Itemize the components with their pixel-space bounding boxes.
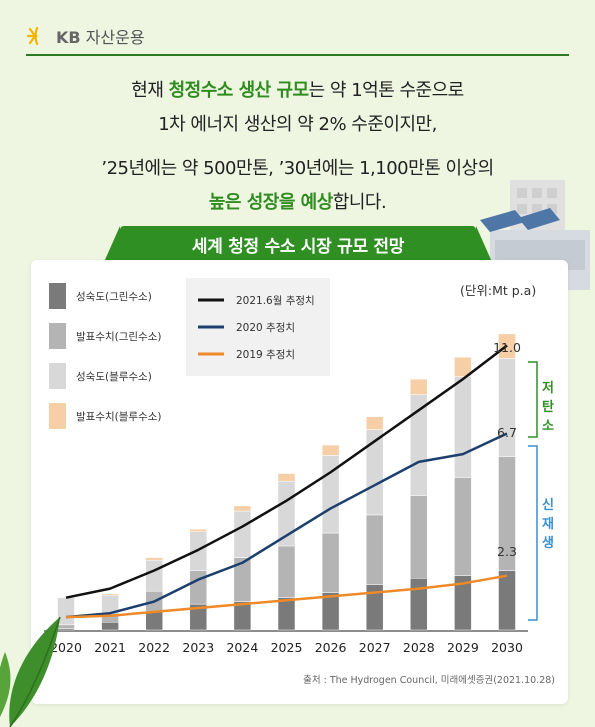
x-tick-label: 2025: [271, 640, 303, 655]
bar-segment: [454, 376, 472, 478]
x-tick-label: 2029: [447, 640, 479, 655]
bar-segment: [410, 378, 428, 395]
bar-segment: [454, 356, 472, 377]
header-divider: [26, 54, 569, 56]
bar-segment: [454, 477, 472, 576]
headline-line-4: 높은 성장을 예상합니다.: [208, 192, 387, 213]
x-tick-label: 2028: [403, 640, 435, 655]
legend-swatch: [49, 403, 66, 429]
brand-name: KB 자산운용: [56, 28, 145, 47]
x-tick-label: 2024: [226, 640, 258, 655]
bar-segment: [410, 495, 428, 579]
headline-line-1: 현재 청정수소 생산 규모는 약 1억톤 수준으로: [131, 80, 464, 101]
data-label: 11.0: [493, 340, 521, 355]
side-label-renewable: 생: [542, 536, 554, 551]
bar-segment: [145, 559, 163, 592]
side-label-low-carbon: 탄: [542, 399, 554, 415]
bar-segment: [189, 528, 208, 532]
legend-label: 성숙도(그린수소): [76, 291, 152, 303]
legend-label: 2020 추정치: [236, 322, 295, 334]
bar-segment: [277, 545, 296, 598]
bar-segment: [410, 578, 428, 631]
legend-label: 발표수치(블루수소): [76, 411, 161, 423]
unit-label: (단위:Mt p.a): [460, 283, 537, 298]
bracket-renewable: [528, 445, 538, 621]
x-tick-label: 2023: [182, 640, 214, 655]
bar-segment: [498, 358, 516, 457]
bar-segment: [101, 621, 119, 631]
star-logo-icon: [26, 26, 39, 46]
bracket-low-carbon: [528, 361, 538, 438]
legend-label: 2019 추정치: [236, 349, 295, 361]
legend-swatch: [49, 363, 66, 389]
x-tick-label: 2022: [138, 640, 170, 655]
series-line: [65, 344, 508, 599]
data-label: 2.3: [497, 544, 517, 559]
side-label-renewable: 재: [542, 517, 554, 532]
bar-segment: [277, 597, 296, 631]
bar-segment: [321, 444, 340, 456]
bar-segment: [321, 532, 340, 593]
bar-segment: [498, 570, 516, 631]
headline: 현재 청정수소 생산 규모는 약 1억톤 수준으로 1차 에너지 생산의 약 2…: [0, 74, 595, 220]
bar-segment: [233, 510, 252, 558]
x-tick-label: 2030: [491, 640, 523, 655]
bar-segment: [189, 570, 208, 605]
legend-swatch: [49, 323, 66, 349]
side-label-low-carbon: 저: [542, 381, 554, 396]
bar-segment: [145, 611, 163, 631]
source-note: 출처 : The Hydrogen Council, 미래에셋증권(2021.1…: [303, 675, 555, 686]
leaf-decoration: [0, 616, 61, 727]
bar-segment: [365, 416, 384, 430]
bar-segment: [233, 505, 252, 512]
bar-segment: [365, 514, 384, 585]
side-label-renewable: 신: [542, 498, 554, 513]
x-tick-label: 2020: [50, 640, 82, 655]
data-label: 6.7: [497, 425, 517, 440]
legend-label: 발표수치(그린수소): [76, 331, 161, 343]
side-label-low-carbon: 소: [542, 419, 554, 434]
legend-label: 2021.6월 추정치: [236, 295, 315, 307]
legend-swatch: [49, 283, 66, 309]
chart-title-banner: 세계 청정 수소 시장 규모 전망: [104, 226, 492, 262]
bar-segment: [277, 473, 296, 482]
x-tick-label: 2021: [94, 640, 126, 655]
bar-segment: [145, 557, 163, 561]
chart-title: 세계 청정 수소 시장 규모 전망: [191, 236, 405, 257]
x-tick-label: 2027: [359, 640, 391, 655]
legend-label: 성숙도(블루수소): [76, 371, 152, 383]
bar-segment: [101, 593, 119, 596]
series-line: [65, 574, 508, 619]
x-tick-label: 2026: [315, 640, 347, 655]
headline-line-2: 1차 에너지 생산의 약 2% 수준이지만,: [158, 114, 437, 135]
series-line: [65, 432, 508, 619]
brand-logo: KB 자산운용: [26, 24, 145, 48]
headline-line-3: ’25년에는 약 500만톤, ’30년에는 1,100만톤 이상의: [101, 158, 494, 179]
